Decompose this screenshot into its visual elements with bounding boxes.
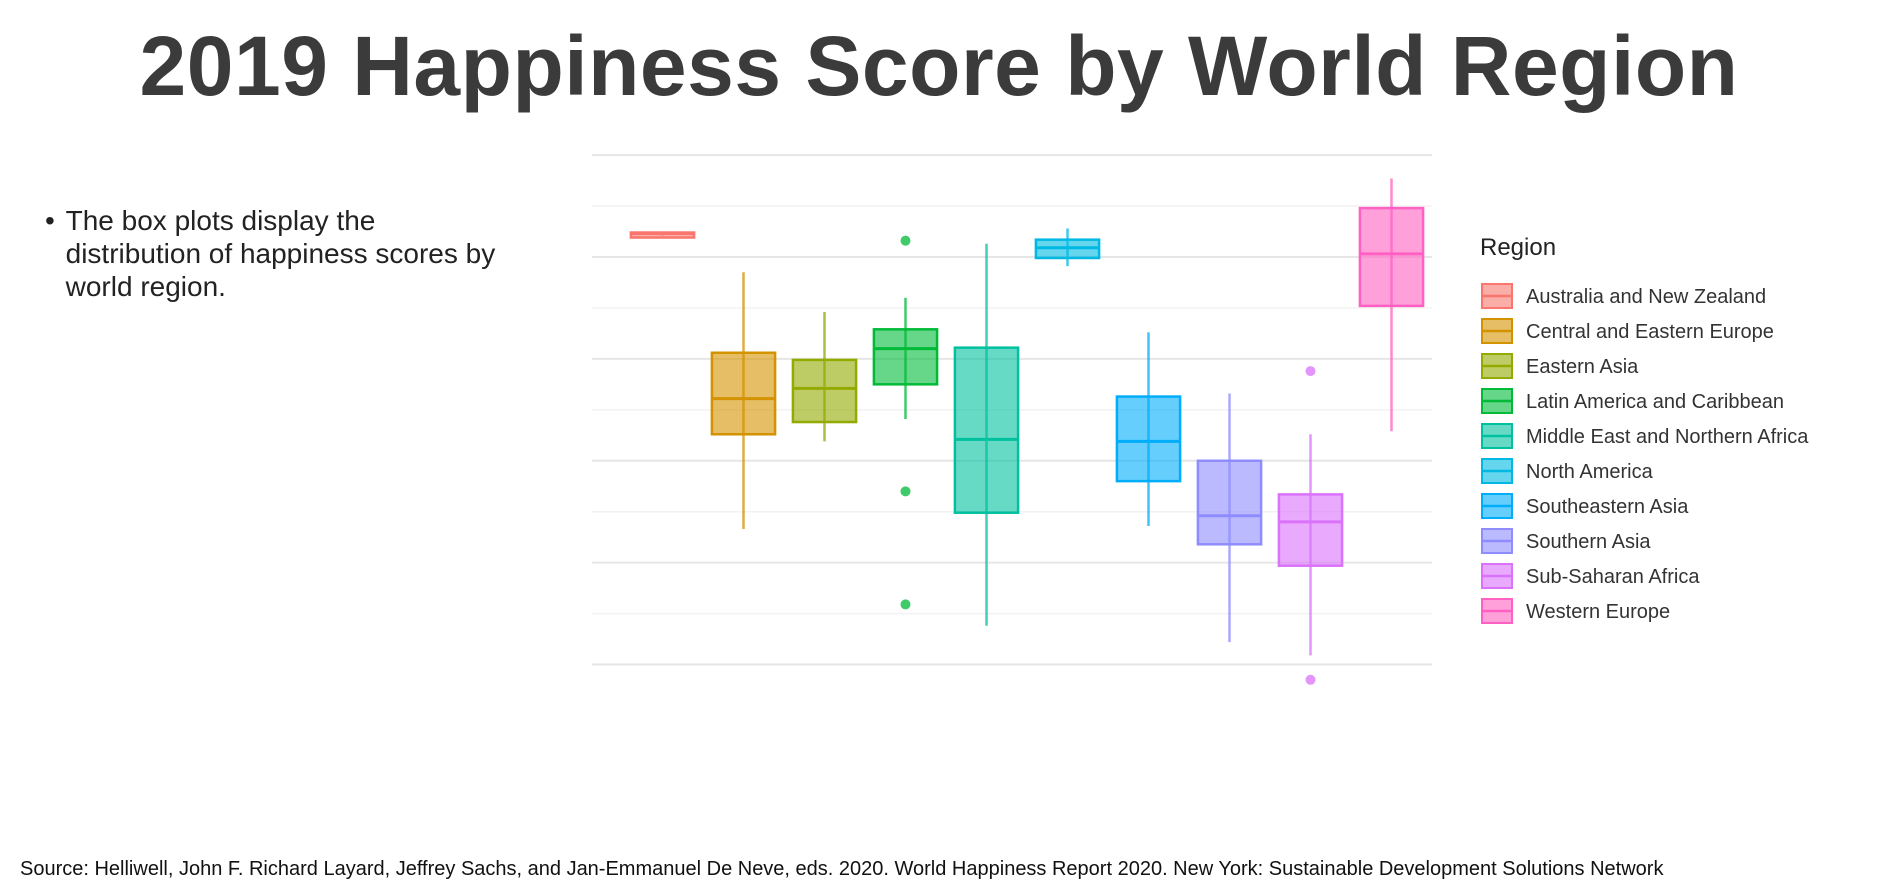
legend-item: Eastern Asia bbox=[1481, 353, 1639, 379]
box-eastern-asia bbox=[791, 312, 858, 442]
box-southern-asia bbox=[1196, 393, 1263, 643]
outlier-point bbox=[900, 235, 911, 246]
bullet-marker: • bbox=[45, 205, 55, 236]
legend-item: Sub-Saharan Africa bbox=[1481, 563, 1700, 589]
outlier-point bbox=[1305, 674, 1316, 685]
legend-item: Latin America and Caribbean bbox=[1481, 388, 1784, 414]
outlier-point bbox=[900, 486, 911, 497]
iqr-box bbox=[953, 346, 1020, 514]
legend-item: Australia and New Zealand bbox=[1481, 283, 1766, 309]
legend-label: Australia and New Zealand bbox=[1526, 286, 1766, 308]
bullet-text: The box plots display the distribution o… bbox=[65, 205, 496, 302]
legend-item: Western Europe bbox=[1481, 598, 1670, 624]
iqr-box bbox=[872, 328, 939, 386]
bullet-point: • The box plots display the distribution… bbox=[45, 204, 515, 303]
iqr-box bbox=[1277, 493, 1344, 567]
outlier-point bbox=[1305, 366, 1316, 377]
box-australia-and-new-zealand bbox=[629, 231, 696, 239]
legend-label: North America bbox=[1526, 461, 1654, 483]
box-middle-east-and-northern-africa bbox=[953, 243, 1020, 626]
box-western-europe bbox=[1358, 178, 1425, 432]
legend-title: Region bbox=[1480, 234, 1556, 261]
boxes-layer bbox=[629, 178, 1425, 685]
legend-label: Latin America and Caribbean bbox=[1526, 391, 1784, 413]
iqr-box bbox=[710, 351, 777, 436]
legend-label: Southern Asia bbox=[1526, 531, 1651, 553]
legend-label: Central and Eastern Europe bbox=[1526, 321, 1774, 343]
legend-item: Southeastern Asia bbox=[1481, 493, 1689, 519]
legend-label: Southeastern Asia bbox=[1526, 496, 1689, 518]
legend-label: Middle East and Northern Africa bbox=[1526, 426, 1809, 448]
slide-title: 2019 Happiness Score by World Region bbox=[139, 19, 1739, 113]
legend-item: Middle East and Northern Africa bbox=[1481, 423, 1809, 449]
outlier-point bbox=[900, 599, 911, 610]
iqr-box bbox=[1196, 459, 1263, 546]
box-southeastern-asia bbox=[1115, 332, 1182, 526]
legend-item: Central and Eastern Europe bbox=[1481, 318, 1774, 344]
legend-label: Sub-Saharan Africa bbox=[1526, 566, 1700, 588]
box-sub-saharan-africa bbox=[1277, 366, 1344, 685]
box-central-and-eastern-europe bbox=[710, 272, 777, 530]
legend: Region Australia and New Zealand Central a… bbox=[1480, 234, 1809, 624]
iqr-box bbox=[791, 358, 858, 424]
iqr-box bbox=[1358, 206, 1425, 308]
source-citation: Source: Helliwell, John F. Richard Layar… bbox=[20, 858, 1664, 880]
legend-item: North America bbox=[1481, 458, 1654, 484]
iqr-box bbox=[1115, 395, 1182, 483]
legend-item: Southern Asia bbox=[1481, 528, 1651, 554]
box-latin-america-and-caribbean bbox=[872, 235, 939, 610]
box-north-america bbox=[1034, 228, 1101, 267]
legend-label: Western Europe bbox=[1526, 601, 1670, 623]
legend-label: Eastern Asia bbox=[1526, 356, 1639, 378]
